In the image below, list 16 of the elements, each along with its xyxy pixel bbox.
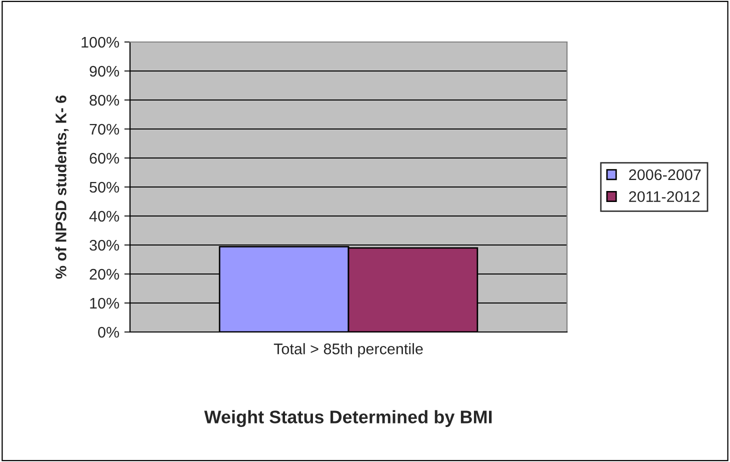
y-tick-label: 30% bbox=[90, 240, 120, 251]
y-tick-label: 70% bbox=[90, 124, 120, 135]
y-tick-label: 10% bbox=[90, 298, 120, 309]
y-tick-label: 90% bbox=[90, 66, 120, 77]
y-tick-label: 20% bbox=[90, 268, 120, 280]
y-tick-label: 0% bbox=[98, 326, 120, 338]
y-tick-label: 80% bbox=[90, 94, 120, 106]
legend-label: 2011-2012 bbox=[629, 191, 700, 202]
x-axis-title: Weight Status Determined by BMI bbox=[204, 410, 492, 428]
legend-label: 2006-2007 bbox=[629, 169, 701, 180]
y-tick-label: 40% bbox=[89, 210, 120, 222]
y-tick-label: 100% bbox=[82, 36, 120, 48]
y-tick-label: 50% bbox=[90, 182, 120, 193]
y-axis-title: % of NPSD students, K- 6 bbox=[55, 95, 69, 279]
x-tick-label: Total > 85th percentile bbox=[274, 343, 423, 358]
y-tick-label: 60% bbox=[90, 152, 120, 164]
